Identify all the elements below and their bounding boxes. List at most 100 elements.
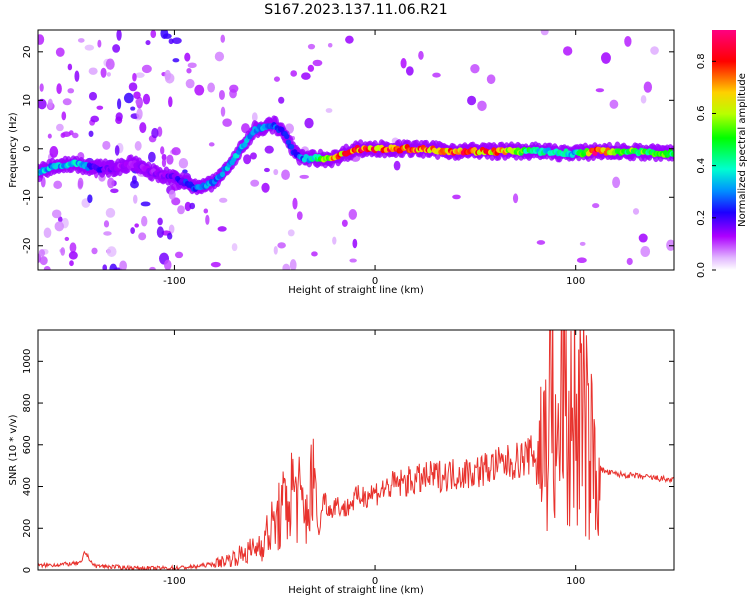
spectrogram-noise-cell bbox=[219, 197, 228, 203]
spectrogram-noise-cell bbox=[261, 182, 270, 193]
spectrogram-noise-cell bbox=[418, 50, 424, 60]
spectrogram-ytick-label: -10 bbox=[22, 189, 33, 205]
spectrogram-noise-cell bbox=[138, 232, 147, 241]
spectrogram-noise-cell bbox=[178, 157, 189, 169]
spectrogram-noise-cell bbox=[69, 260, 74, 267]
spectrogram-noise-cell bbox=[72, 132, 79, 139]
spectrogram-ytick-label: 10 bbox=[22, 94, 33, 107]
spectrogram-ridge-cell bbox=[288, 144, 295, 150]
spectrogram-noise-cell bbox=[49, 146, 59, 158]
spectrogram-noise-cell bbox=[91, 247, 98, 255]
spectrogram-noise-cell bbox=[186, 67, 192, 74]
colorbar-tick-label: 0.2 bbox=[696, 210, 707, 226]
spectrogram-noise-cell bbox=[282, 263, 291, 270]
spectrogram-noise-cell bbox=[123, 92, 134, 104]
spectrogram-noise-cell bbox=[106, 72, 111, 77]
spectrogram-noise-cell bbox=[477, 100, 487, 112]
spectrogram-noise-cell bbox=[43, 227, 52, 238]
spectrogram-noise-cell bbox=[273, 246, 278, 255]
spectrogram-noise-cell bbox=[400, 58, 407, 69]
spectrogram-noise-cell bbox=[281, 169, 290, 181]
spectrogram-noise-cell bbox=[214, 51, 225, 62]
spectrogram-noise-cell bbox=[172, 58, 180, 63]
spectrogram-noise-cell bbox=[163, 259, 172, 270]
spectrogram-noise-cell bbox=[341, 219, 348, 227]
spectrogram-noise-cell bbox=[263, 167, 270, 173]
spectrogram-noise-cell bbox=[149, 266, 156, 270]
spectrogram-noise-cell bbox=[67, 63, 73, 71]
colorbar: 0.0 0.2 0.4 0.6 0.8 Normalized spectral ampl… bbox=[696, 30, 748, 278]
spectrogram-noise-cell bbox=[243, 154, 252, 165]
spectrogram-noise-cell bbox=[432, 72, 441, 78]
spectrogram-noise-cell bbox=[205, 214, 210, 225]
spectrogram-noise-cell bbox=[210, 261, 221, 268]
spectrogram-noise-cell bbox=[184, 201, 192, 212]
spectrogram-noise-cell bbox=[194, 84, 205, 96]
spectrogram-noise-cell bbox=[345, 35, 354, 44]
spectrogram-noise-cell bbox=[405, 66, 414, 76]
spectrogram-noise-cell bbox=[220, 106, 226, 117]
spectrogram-noise-cell bbox=[130, 180, 139, 189]
spectrogram-noise-cell bbox=[304, 117, 314, 129]
spectrogram-noise-cell bbox=[96, 105, 104, 110]
spectrogram-noise-cell bbox=[592, 203, 600, 209]
spectrogram-noise-cell bbox=[207, 82, 216, 93]
spectrogram-xlabel: Height of straight line (km) bbox=[288, 285, 424, 296]
spectrogram-noise-cell bbox=[107, 177, 115, 189]
spectrogram-noise-cell bbox=[87, 194, 93, 204]
spectrogram-ytick-label: 20 bbox=[22, 45, 33, 58]
spectrogram-noise-cell bbox=[189, 202, 196, 210]
spectrogram-noise-cell bbox=[229, 84, 239, 93]
spectrogram-noise-cell bbox=[150, 30, 157, 39]
spectrogram-noise-cell bbox=[301, 72, 311, 80]
spectrogram-noise-cell bbox=[68, 251, 78, 260]
spectrogram-noise-cell bbox=[208, 142, 215, 147]
spectrogram-noise-cell bbox=[84, 44, 95, 51]
spectrogram-noise-cell bbox=[133, 194, 138, 204]
spectrogram-layer bbox=[38, 30, 674, 270]
colorbar-tick-label: 0.6 bbox=[696, 106, 707, 122]
snr-xtick-label: 100 bbox=[566, 576, 585, 587]
spectrogram-noise-cell bbox=[325, 108, 333, 113]
spectrogram-ridge-cell bbox=[219, 171, 226, 178]
colorbar-gradient bbox=[712, 30, 736, 270]
spectrogram-noise-cell bbox=[486, 74, 496, 85]
snr-series-line bbox=[38, 330, 674, 570]
spectrogram-xtick-label: 100 bbox=[566, 276, 585, 287]
spectrogram-noise-cell bbox=[203, 208, 209, 214]
colorbar-tick-label: 0.8 bbox=[696, 53, 707, 69]
colorbar-tick-label: 0.0 bbox=[696, 262, 707, 278]
spectrogram-noise-cell bbox=[102, 140, 111, 150]
spectrogram-noise-cell bbox=[135, 98, 142, 106]
snr-ytick-label: 1000 bbox=[22, 349, 33, 374]
spectrogram-noise-cell bbox=[562, 46, 573, 56]
spectrogram-noise-cell bbox=[136, 108, 143, 120]
spectrogram-noise-cell bbox=[174, 251, 184, 259]
spectrogram-noise-cell bbox=[38, 249, 46, 257]
spectrogram-noise-cell bbox=[638, 233, 648, 243]
spectrogram-noise-cell bbox=[650, 46, 659, 55]
spectrogram-noise-cell bbox=[130, 227, 135, 235]
spectrogram-noise-cell bbox=[166, 154, 174, 165]
spectrogram-noise-cell bbox=[39, 83, 44, 92]
spectrogram-ridge-cell bbox=[670, 151, 674, 157]
spectrogram-noise-cell bbox=[348, 208, 358, 220]
spectrogram-noise-cell bbox=[643, 81, 653, 93]
spectrogram-noise-cell bbox=[62, 98, 72, 106]
spectrogram-xtick-label: -100 bbox=[163, 276, 186, 287]
spectrogram-noise-cell bbox=[39, 256, 48, 266]
spectrogram-noise-cell bbox=[134, 141, 142, 151]
spectrogram-noise-cell bbox=[250, 179, 260, 187]
spectrogram-noise-cell bbox=[327, 42, 333, 48]
spectrogram-noise-cell bbox=[640, 246, 651, 258]
spectrogram-noise-cell bbox=[273, 168, 279, 176]
spectrogram-ridge-cell bbox=[284, 133, 290, 140]
spectrogram-noise-cell bbox=[77, 177, 84, 189]
spectrogram-noise-cell bbox=[141, 64, 152, 74]
spectrogram-noise-cell bbox=[168, 189, 176, 200]
spectrogram-noise-cell bbox=[167, 232, 173, 240]
spectrogram-noise-cell bbox=[393, 160, 401, 171]
spectrogram-noise-cell bbox=[156, 226, 164, 238]
